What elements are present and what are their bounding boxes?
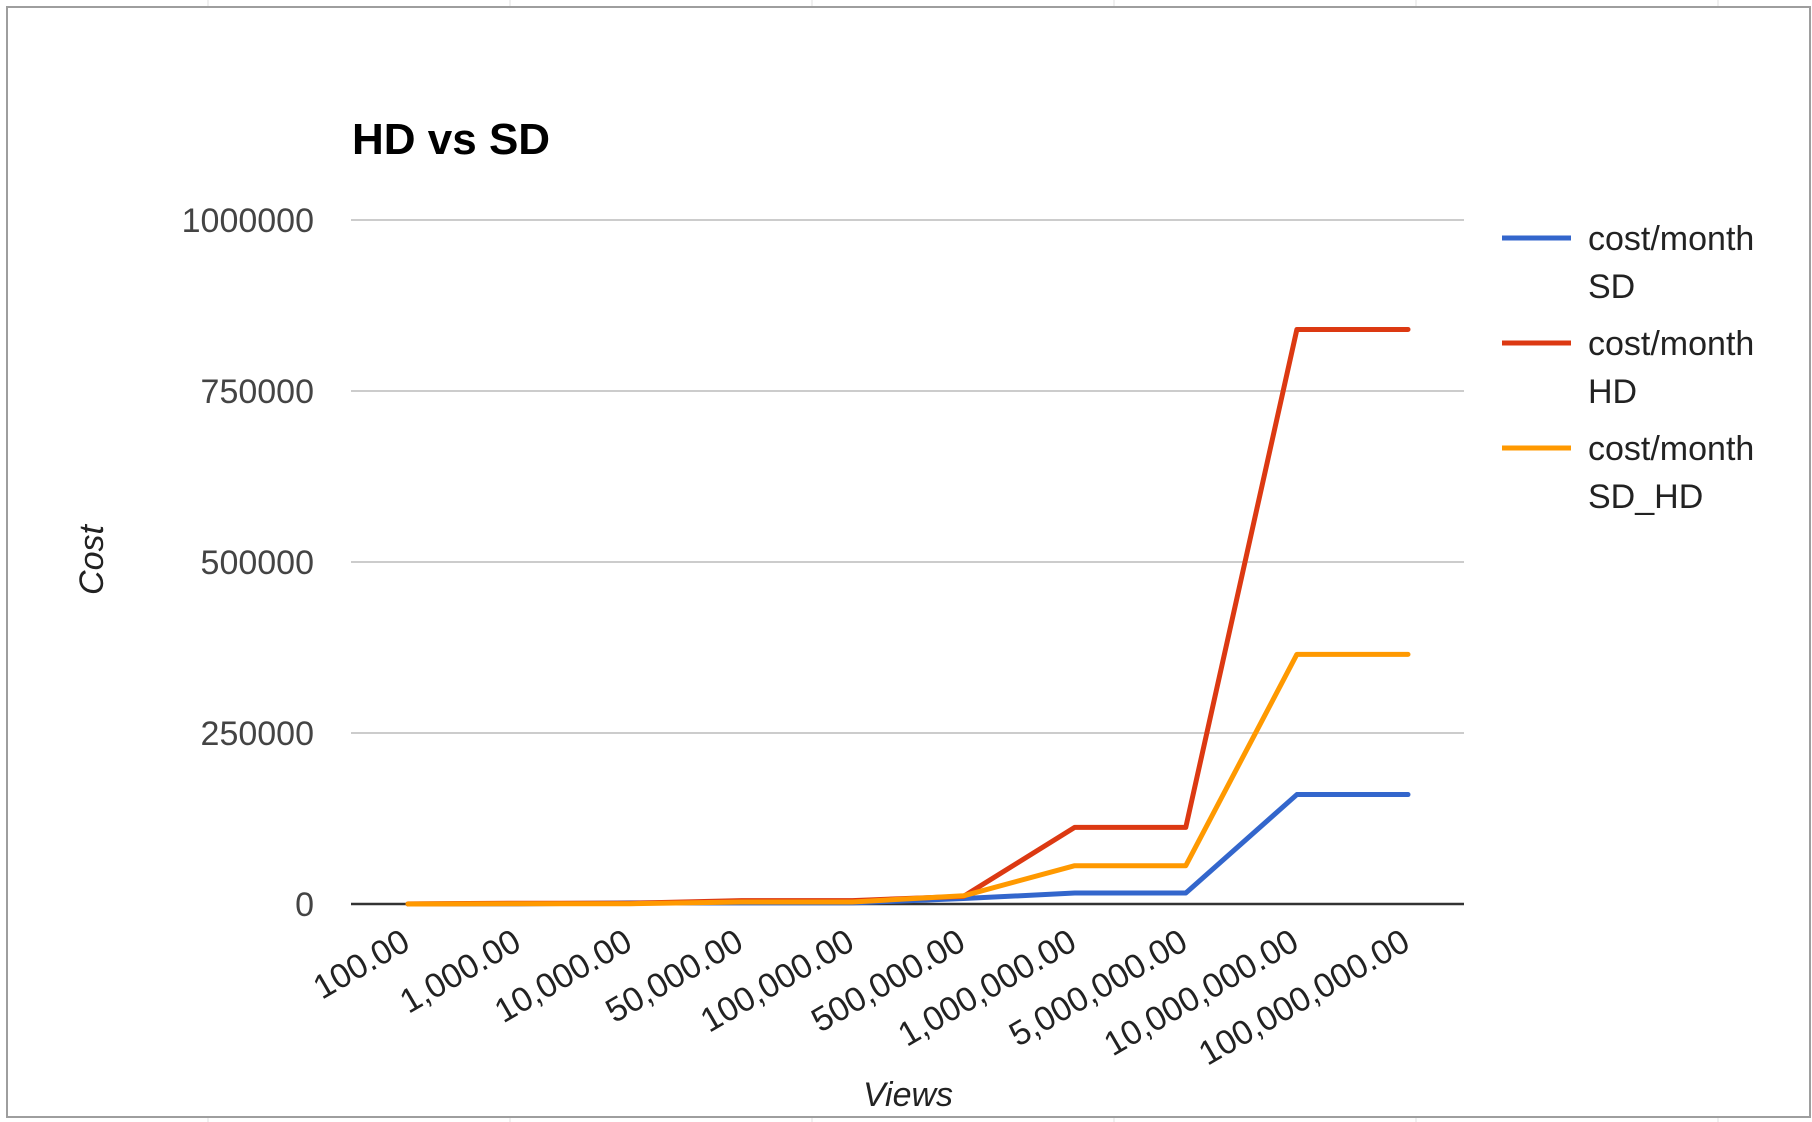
x-axis-title: Views (863, 1076, 953, 1114)
legend-label: cost/month (1588, 220, 1754, 258)
series-line-1[interactable] (405, 326, 1411, 907)
legend-label: cost/month (1588, 430, 1754, 468)
legend: cost/month SD cost/month HD cost/month SD_HD (1502, 220, 1754, 516)
legend-label: SD_HD (1588, 478, 1703, 516)
chart-title: HD vs SD (352, 115, 550, 164)
series-lines (405, 326, 1411, 907)
y-tick-label: 250000 (201, 715, 314, 753)
legend-label: SD (1588, 268, 1635, 306)
legend-label: cost/month (1588, 325, 1754, 363)
y-axis-title: Cost (73, 523, 111, 594)
gridlines (351, 219, 1464, 734)
y-tick-label: 0 (295, 886, 314, 924)
y-tick-label: 500000 (201, 544, 314, 582)
x-axis-ticks: 100.001,000.0010,000.0050,000.00100,000.… (307, 922, 1416, 1073)
series-line-2[interactable] (405, 651, 1411, 907)
series-line-0[interactable] (405, 792, 1411, 907)
legend-label: HD (1588, 373, 1637, 411)
y-tick-label: 1000000 (182, 202, 314, 240)
y-axis-ticks: 0 250000 500000 750000 1000000 (182, 202, 314, 924)
y-tick-label: 750000 (201, 373, 314, 411)
